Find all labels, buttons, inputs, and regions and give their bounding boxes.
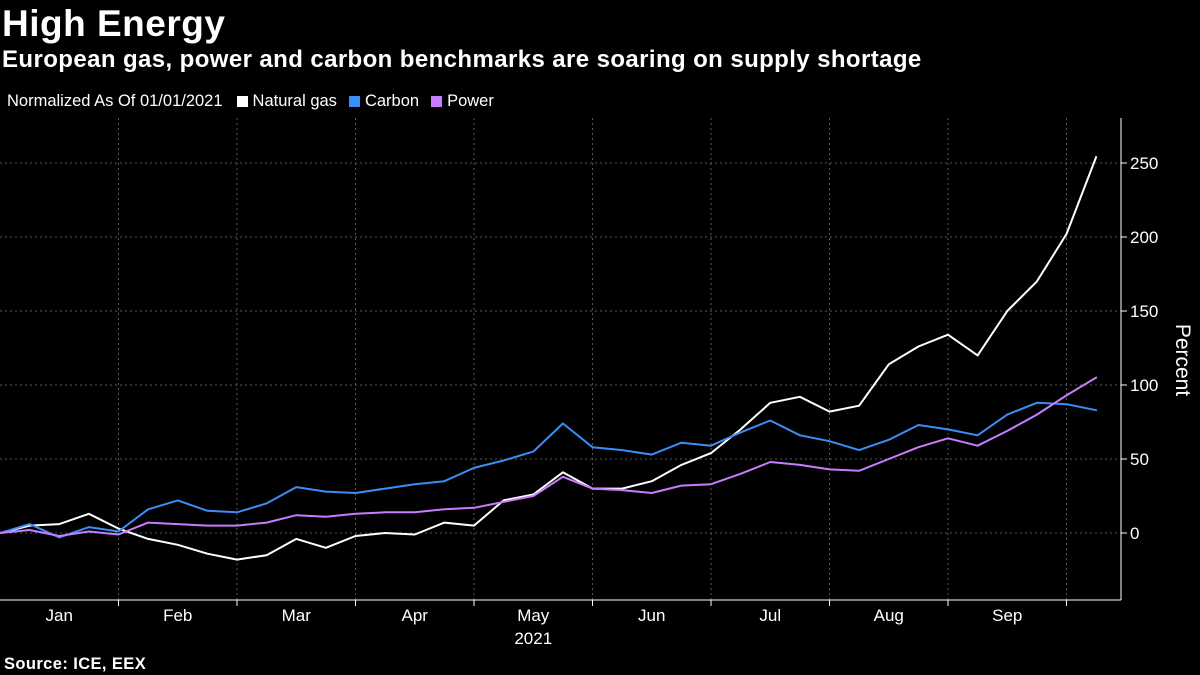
x-tick-label: Aug xyxy=(874,606,904,625)
legend: Normalized As Of 01/01/2021 Natural gas … xyxy=(7,90,506,112)
y-tick-label: 150 xyxy=(1130,302,1158,321)
legend-item-natural-gas: Natural gas xyxy=(236,90,337,112)
x-tick-label: Jun xyxy=(638,606,665,625)
legend-swatch-carbon xyxy=(348,95,360,107)
x-tick-label: Apr xyxy=(402,606,429,625)
series-line-natural-gas xyxy=(0,156,1098,561)
y-tick-label: 0 xyxy=(1130,524,1139,543)
x-tick-label: Feb xyxy=(163,606,192,625)
y-tick-label: 200 xyxy=(1130,228,1158,247)
legend-label-power: Power xyxy=(447,92,494,110)
legend-swatch-natural-gas xyxy=(236,95,248,107)
y-tick-label: 100 xyxy=(1130,376,1158,395)
x-tick-label: Sep xyxy=(992,606,1022,625)
source-note: Source: ICE, EEX xyxy=(4,655,147,673)
x-tick-label: Jan xyxy=(46,606,73,625)
chart-title: High Energy xyxy=(2,3,226,44)
legend-label-natural-gas: Natural gas xyxy=(252,92,337,110)
x-axis-year-label: 2021 xyxy=(514,629,552,648)
series-line-power xyxy=(0,376,1098,537)
x-tick-label: Jul xyxy=(759,606,781,625)
y-tick-label: 250 xyxy=(1130,154,1158,173)
y-tick-label: 50 xyxy=(1130,450,1149,469)
y-axis-title: Percent xyxy=(1171,324,1194,397)
chart-subtitle: European gas, power and carbon benchmark… xyxy=(2,46,922,73)
legend-swatch-power xyxy=(431,95,443,107)
legend-label-carbon: Carbon xyxy=(364,92,420,110)
x-tick-label: Mar xyxy=(282,606,312,625)
legend-item-carbon: Carbon xyxy=(348,90,420,112)
x-tick-label: May xyxy=(517,606,550,625)
legend-normalization-note: Normalized As Of 01/01/2021 xyxy=(7,92,223,110)
legend-item-power: Power xyxy=(431,90,494,112)
series-line-carbon xyxy=(0,401,1098,539)
